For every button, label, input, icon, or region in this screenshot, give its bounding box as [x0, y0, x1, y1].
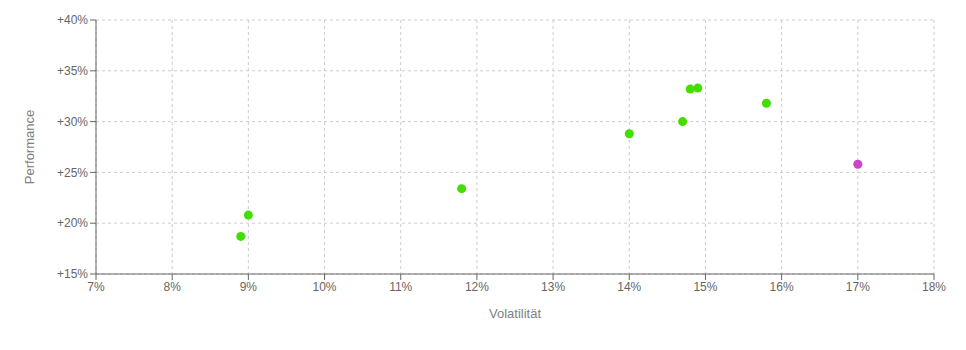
- svg-text:11%: 11%: [389, 280, 412, 294]
- svg-text:12%: 12%: [465, 280, 489, 294]
- svg-text:13%: 13%: [541, 280, 565, 294]
- svg-text:+40%: +40%: [57, 13, 88, 27]
- svg-text:+20%: +20%: [57, 216, 88, 230]
- svg-text:15%: 15%: [693, 280, 717, 294]
- svg-text:18%: 18%: [922, 280, 946, 294]
- svg-text:17%: 17%: [846, 280, 870, 294]
- svg-text:+25%: +25%: [57, 166, 88, 180]
- svg-text:10%: 10%: [313, 280, 337, 294]
- svg-text:16%: 16%: [770, 280, 794, 294]
- svg-text:Volatilität: Volatilität: [489, 306, 541, 321]
- svg-text:9%: 9%: [240, 280, 258, 294]
- svg-text:14%: 14%: [617, 280, 641, 294]
- svg-text:Performance: Performance: [22, 110, 37, 184]
- svg-text:+35%: +35%: [57, 64, 88, 78]
- svg-text:8%: 8%: [164, 280, 182, 294]
- svg-text:+30%: +30%: [57, 115, 88, 129]
- svg-text:7%: 7%: [87, 280, 105, 294]
- svg-text:+15%: +15%: [57, 267, 88, 281]
